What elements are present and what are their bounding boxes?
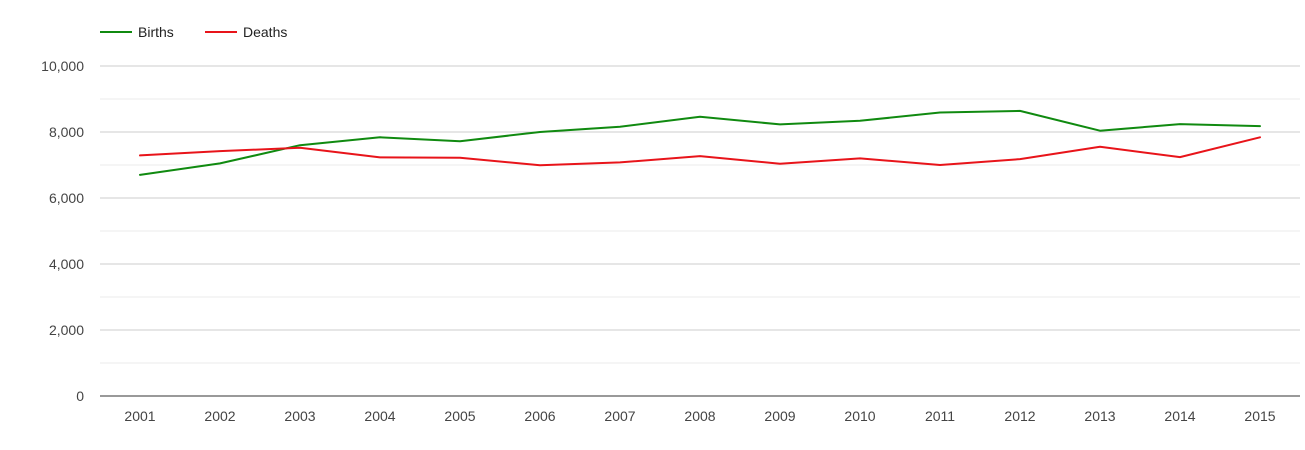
x-tick-label: 2015 [1244,408,1275,424]
x-tick-label: 2013 [1084,408,1115,424]
x-tick-label: 2012 [1004,408,1035,424]
x-tick-label: 2003 [284,408,315,424]
x-tick-label: 2004 [364,408,395,424]
y-tick-label: 6,000 [49,190,84,206]
y-tick-label: 8,000 [49,124,84,140]
x-tick-label: 2006 [524,408,555,424]
y-tick-label: 0 [76,388,84,404]
x-tick-label: 2001 [124,408,155,424]
series-line-deaths[interactable] [139,136,1261,167]
legend-item-deaths[interactable]: Deaths [205,24,287,40]
x-tick-label: 2010 [844,408,875,424]
series-layer [139,109,1261,176]
x-tick-label: 2007 [604,408,635,424]
x-tick-label: 2002 [204,408,235,424]
y-tick-label: 10,000 [41,58,84,74]
x-tick-label: 2005 [444,408,475,424]
legend: Births Deaths [100,24,287,40]
x-tick-label: 2009 [764,408,795,424]
y-axis: 0 2,000 4,000 6,000 8,000 10,000 [41,58,84,404]
x-tick-label: 2011 [925,408,955,424]
y-tick-label: 4,000 [49,256,84,272]
legend-label-deaths: Deaths [243,24,287,40]
x-axis: 2001 2002 2003 2004 2005 2006 2007 2008 2009 2010… [100,395,1300,424]
x-tick-label: 2014 [1164,408,1195,424]
y-tick-label: 2,000 [49,322,84,338]
gridlines [100,65,1300,364]
series-line-births[interactable] [139,109,1261,176]
legend-item-births[interactable]: Births [100,24,174,40]
legend-label-births: Births [138,24,174,40]
x-tick-label: 2008 [684,408,715,424]
